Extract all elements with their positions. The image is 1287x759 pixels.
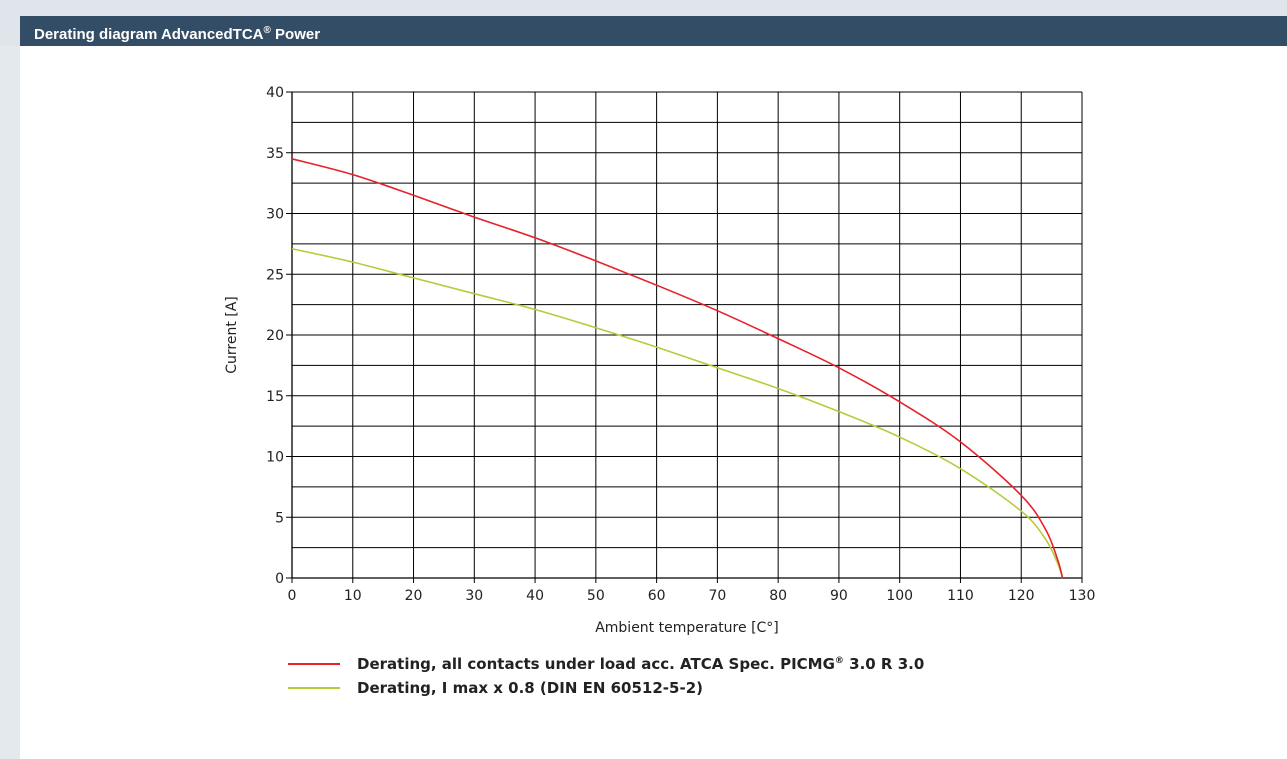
legend-item-red: Derating, all contacts under load acc. A… (288, 652, 924, 676)
y-tick-label-0: 0 (275, 571, 284, 587)
x-tick-label-4: 40 (526, 588, 544, 604)
x-tick-label-5: 50 (587, 588, 605, 604)
x-axis-label: Ambient temperature [C°] (595, 620, 779, 636)
series-line-green (291, 247, 1064, 579)
chart-panel: 0 10 20 30 40 50 60 70 80 90 100 110 120 130 0 5 10 15 20 2… (20, 46, 1287, 759)
legend-label-red: Derating, all contacts under load acc. A… (357, 655, 924, 673)
x-tick-label-2: 20 (405, 588, 423, 604)
x-tick-label-6: 60 (648, 588, 666, 604)
x-tick-label-13: 130 (1069, 588, 1096, 604)
page-title: Derating diagram AdvancedTCA® Power (20, 16, 1287, 46)
legend-label-green: Derating, I max x 0.8 (DIN EN 60512-5-2) (357, 679, 703, 697)
x-tick-label-9: 90 (830, 588, 848, 604)
legend-label-red-text: Derating, all contacts under load acc. A… (357, 655, 835, 673)
legend-swatch-red (288, 663, 340, 665)
legend-swatch-green (288, 687, 340, 689)
series-line-red (291, 158, 1064, 579)
chart-legend: Derating, all contacts under load acc. A… (288, 652, 924, 700)
derating-chart: 0 10 20 30 40 50 60 70 80 90 100 110 120 130 0 5 10 15 20 2… (224, 85, 1096, 636)
x-tick-label-0: 0 (288, 588, 297, 604)
x-tick-label-11: 110 (947, 588, 974, 604)
legend-registered-mark: ® (834, 656, 844, 666)
legend-item-green: Derating, I max x 0.8 (DIN EN 60512-5-2) (288, 676, 924, 700)
page-title-suffix: Power (270, 26, 321, 43)
y-tick-label-7: 35 (266, 146, 284, 162)
y-tick-label-1: 5 (275, 510, 284, 526)
x-tick-label-1: 10 (344, 588, 362, 604)
y-tick-label-2: 10 (266, 450, 284, 466)
x-tick-label-10: 100 (886, 588, 913, 604)
y-axis-label: Current [A] (224, 296, 240, 374)
x-tick-label-12: 120 (1008, 588, 1035, 604)
x-tick-label-3: 30 (465, 588, 483, 604)
page-title-text: Derating diagram AdvancedTCA (34, 26, 264, 43)
x-tick-label-7: 70 (708, 588, 726, 604)
y-tick-label-8: 40 (266, 85, 284, 101)
legend-label-red-suffix: 3.0 R 3.0 (843, 655, 925, 673)
y-tick-label-6: 30 (266, 207, 284, 223)
x-tick-label-8: 80 (769, 588, 787, 604)
registered-mark: ® (263, 25, 271, 36)
y-tick-label-4: 20 (266, 328, 284, 344)
y-tick-label-5: 25 (266, 267, 284, 283)
y-tick-label-3: 15 (266, 389, 284, 405)
